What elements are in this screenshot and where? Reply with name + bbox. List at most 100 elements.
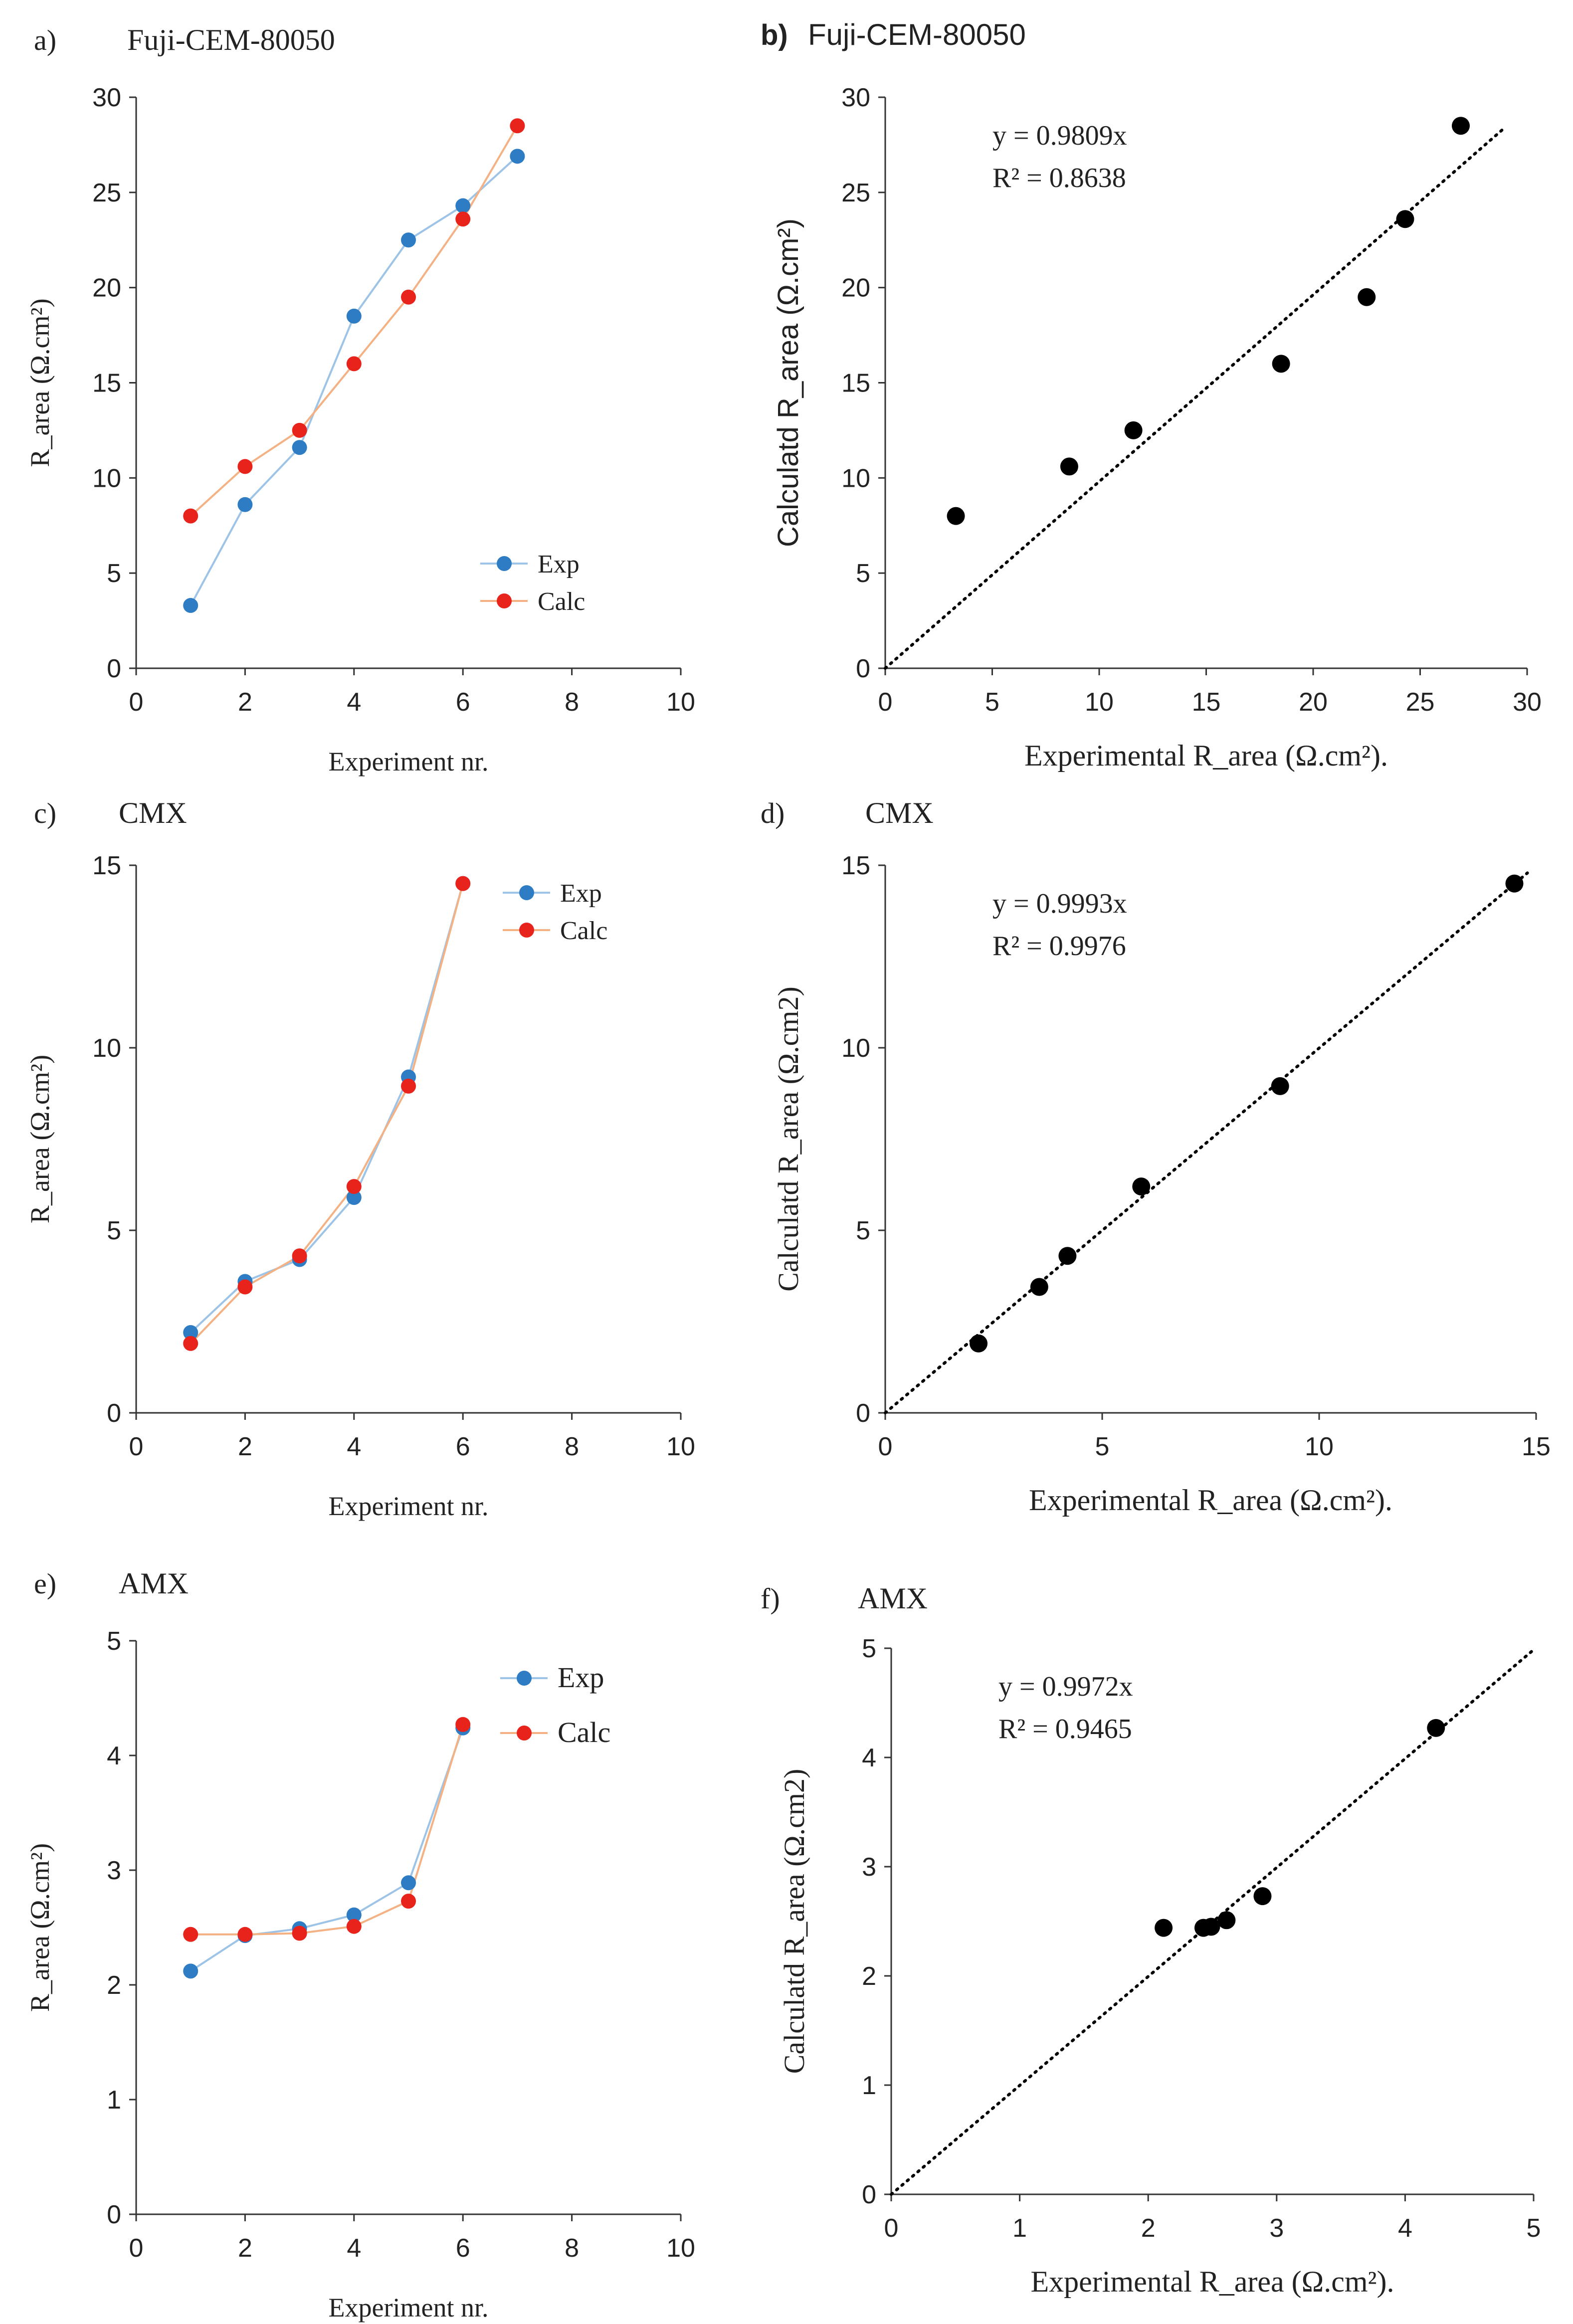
data-point-calc [455, 211, 471, 227]
x-tick-label: 0 [129, 1432, 144, 1461]
y-tick-label: 5 [856, 559, 870, 588]
panel-title: AMX [119, 1567, 189, 1600]
y-tick-label: 5 [107, 559, 121, 588]
panel-title: Fuji-CEM-80050 [808, 18, 1026, 51]
x-tick-label: 2 [238, 688, 252, 717]
x-tick-label: 5 [1527, 2214, 1541, 2243]
x-tick-label: 6 [456, 2234, 470, 2263]
x-axis-label: Experiment nr. [329, 2293, 489, 2323]
x-tick-label: 8 [565, 2234, 579, 2263]
scatter-point [1253, 1887, 1272, 1906]
data-point-calc [183, 1336, 198, 1351]
series-line-exp [190, 883, 464, 1334]
series-line-exp [190, 1728, 464, 1972]
x-tick-label: 0 [878, 688, 893, 717]
y-tick-label: 20 [841, 274, 870, 303]
y-tick-label: 20 [92, 274, 121, 303]
legend-label-calc: Calc [558, 1716, 610, 1748]
panel-letter: f) [761, 1582, 780, 1615]
x-tick-label: 2 [238, 1432, 252, 1461]
x-tick-label: 2 [238, 2234, 252, 2263]
data-point-exp [183, 1963, 198, 1979]
data-point-exp [346, 308, 362, 324]
panel-letter: d) [761, 797, 785, 829]
trend-equation: y = 0.9993x [992, 888, 1127, 919]
legend-marker-exp [497, 556, 512, 571]
y-tick-label: 3 [862, 1853, 876, 1882]
panel-letter: a) [34, 24, 56, 56]
trendline [884, 871, 1529, 1414]
x-tick-label: 0 [884, 2214, 899, 2243]
trend-equation: y = 0.9809x [992, 120, 1127, 151]
legend-label-exp: Exp [558, 1661, 604, 1694]
y-axis-label: R_area (Ω.cm²) [25, 1055, 55, 1223]
scatter-point [1058, 1247, 1077, 1265]
x-tick-label: 15 [1522, 1432, 1551, 1461]
x-tick-label: 8 [565, 1432, 579, 1461]
y-tick-label: 10 [841, 1034, 870, 1063]
y-axis-label: Calculatd R_area (Ω.cm2) [778, 1769, 810, 2074]
x-tick-label: 2 [1141, 2214, 1156, 2243]
legend-label-exp: Exp [538, 550, 580, 579]
x-axis-label: Experiment nr. [329, 1491, 489, 1521]
data-point-calc [237, 1927, 253, 1942]
scatter-point [947, 507, 965, 525]
panel-title: Fuji-CEM-80050 [127, 23, 335, 56]
x-tick-label: 10 [666, 688, 695, 717]
scatter-point [1427, 1719, 1445, 1737]
y-tick-label: 30 [841, 83, 870, 112]
y-tick-label: 30 [92, 83, 121, 112]
data-point-calc [237, 1279, 253, 1295]
x-tick-label: 0 [878, 1432, 893, 1461]
data-point-calc [292, 1926, 307, 1941]
x-tick-label: 20 [1299, 688, 1328, 717]
series-line-calc [191, 1724, 464, 1936]
scatter-point [970, 1334, 988, 1353]
x-tick-label: 3 [1269, 2214, 1284, 2243]
x-tick-label: 10 [666, 1432, 695, 1461]
x-tick-label: 4 [347, 2234, 361, 2263]
x-axis-label: Experiment nr. [329, 747, 489, 776]
y-tick-label: 0 [856, 654, 870, 683]
x-tick-label: 0 [129, 2234, 144, 2263]
data-point-exp [346, 1907, 362, 1923]
y-tick-label: 15 [841, 369, 870, 398]
panel-d: d) CMX 0 5 10 15 0 5 10 15 Experimental R_area (Ω.… [761, 796, 1551, 1517]
y-tick-label: 4 [862, 1743, 876, 1772]
scatter-point [1060, 457, 1078, 476]
y-tick-label: 15 [841, 851, 870, 880]
x-tick-label: 1 [1012, 2214, 1027, 2243]
panel-b: b) Fuji-CEM-80050 0 5 10 15 20 25 30 0 5 10 15 20 25 30… [761, 18, 1542, 772]
data-point-calc [237, 459, 253, 474]
panel-letter: e) [34, 1567, 56, 1600]
legend-marker-exp [517, 1671, 532, 1686]
y-tick-label: 2 [107, 1971, 121, 2000]
y-tick-label: 15 [92, 851, 121, 880]
scatter-point [1358, 288, 1376, 306]
panel-c: c) CMX 0 5 10 15 0 2 4 6 8 10 Experiment nr. R_area (… [25, 796, 695, 1521]
x-tick-label: 10 [666, 2234, 695, 2263]
data-point-calc [346, 1919, 362, 1934]
x-axis-label: Experimental R_area (Ω.cm²). [1031, 2265, 1394, 2298]
panel-title: CMX [119, 796, 187, 829]
data-point-exp [183, 1325, 198, 1340]
data-point-calc [401, 1894, 416, 1909]
data-point-calc [455, 876, 471, 891]
y-tick-label: 10 [841, 464, 870, 493]
scatter-point [1396, 210, 1414, 228]
y-tick-label: 0 [107, 654, 121, 683]
y-axis-label: R_area (Ω.cm²) [25, 298, 55, 467]
x-tick-label: 10 [1305, 1432, 1334, 1461]
data-point-calc [292, 1248, 307, 1264]
scatter-point [1505, 874, 1524, 893]
scatter-point [1132, 1177, 1151, 1196]
y-tick-label: 0 [107, 2200, 121, 2229]
scatter-point [1202, 1918, 1220, 1936]
x-tick-label: 4 [347, 688, 361, 717]
y-tick-label: 3 [107, 1856, 121, 1885]
panel-letter: b) [761, 19, 788, 51]
data-point-calc [346, 1179, 362, 1194]
legend-label-calc: Calc [560, 917, 607, 945]
